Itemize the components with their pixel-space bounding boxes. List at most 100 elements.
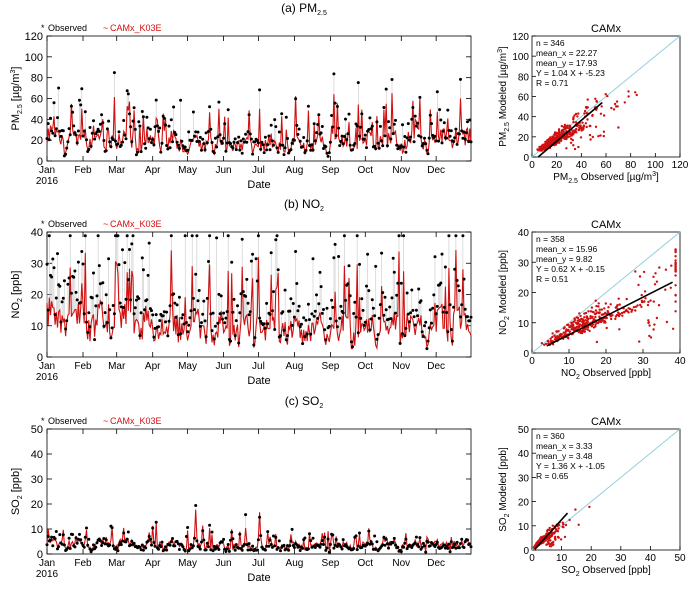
observed-point bbox=[78, 98, 81, 102]
observed-point bbox=[301, 342, 305, 346]
observed-point bbox=[72, 275, 76, 279]
observed-point bbox=[394, 311, 397, 315]
observed-point bbox=[401, 332, 404, 336]
scatter-point bbox=[568, 325, 571, 329]
scatter-point bbox=[554, 133, 557, 136]
observed-point bbox=[376, 141, 380, 145]
observed-point bbox=[455, 278, 459, 282]
observed-point bbox=[384, 308, 388, 312]
y-tick-label: 20 bbox=[31, 290, 43, 302]
scatter-point bbox=[583, 330, 586, 333]
observed-point bbox=[346, 282, 350, 286]
x-axis-title: Date bbox=[247, 572, 270, 584]
observed-point bbox=[258, 515, 262, 519]
observed-point bbox=[198, 547, 202, 551]
observed-point bbox=[82, 312, 86, 316]
observed-point bbox=[337, 126, 341, 130]
observed-point bbox=[210, 141, 214, 144]
observed-point bbox=[381, 291, 385, 295]
observed-point bbox=[389, 317, 393, 321]
y-tick-label: 80 bbox=[31, 73, 43, 85]
scatter-point bbox=[604, 311, 607, 315]
observed-point bbox=[461, 136, 465, 140]
observed-point bbox=[334, 538, 338, 541]
observed-point bbox=[184, 321, 188, 324]
scatter-point bbox=[563, 333, 566, 337]
scatter-point bbox=[648, 334, 651, 338]
observed-point bbox=[126, 278, 130, 282]
observed-point bbox=[417, 545, 421, 549]
observed-point bbox=[326, 537, 330, 541]
scatter-point bbox=[590, 316, 594, 319]
observed-point bbox=[410, 117, 414, 121]
scatter-point bbox=[604, 316, 607, 320]
scatter-point bbox=[646, 303, 650, 307]
scatter-point bbox=[583, 316, 586, 319]
scatter-point bbox=[594, 299, 597, 302]
observed-point bbox=[291, 302, 295, 305]
observed-point bbox=[215, 145, 219, 149]
observed-point bbox=[94, 304, 98, 308]
observed-point bbox=[453, 542, 457, 546]
observed-point bbox=[468, 319, 472, 323]
observed-point bbox=[441, 310, 445, 314]
observed-point bbox=[266, 322, 270, 326]
observed-point bbox=[233, 548, 237, 552]
observed-point bbox=[82, 129, 86, 133]
observed-point bbox=[274, 125, 278, 129]
observed-point bbox=[347, 264, 351, 268]
observed-point bbox=[282, 153, 286, 157]
observed-point bbox=[332, 256, 336, 260]
x-tick-label: Apr bbox=[145, 361, 161, 372]
observed-point bbox=[145, 115, 149, 119]
scatter-point bbox=[551, 141, 554, 144]
observed-point bbox=[76, 260, 80, 264]
observed-point bbox=[335, 545, 339, 548]
scatter-point bbox=[674, 300, 677, 303]
observed-point bbox=[313, 139, 317, 143]
scatter-point bbox=[605, 326, 608, 330]
scatter-point bbox=[616, 304, 619, 307]
observed-point bbox=[188, 547, 192, 551]
observed-point bbox=[289, 297, 293, 301]
observed-point bbox=[466, 120, 469, 124]
observed-point bbox=[296, 309, 300, 313]
observed-point bbox=[205, 141, 209, 145]
observed-point bbox=[79, 103, 83, 107]
observed-point bbox=[204, 335, 208, 339]
observed-point bbox=[174, 133, 178, 137]
observed-point bbox=[58, 129, 62, 133]
observed-point bbox=[269, 543, 273, 546]
scatter-point bbox=[547, 536, 550, 539]
observed-point bbox=[204, 131, 208, 135]
scatter-point bbox=[578, 320, 582, 323]
observed-point bbox=[309, 539, 313, 543]
observed-point bbox=[68, 234, 72, 238]
observed-point bbox=[222, 136, 226, 140]
scatter-point bbox=[576, 115, 579, 118]
observed-point bbox=[313, 309, 317, 313]
observed-point bbox=[391, 541, 395, 545]
observed-point bbox=[140, 543, 144, 547]
observed-point bbox=[312, 122, 316, 126]
y-tick-label: 120 bbox=[512, 32, 529, 43]
observed-point bbox=[160, 540, 164, 544]
scatter-point bbox=[599, 112, 603, 116]
scatter-point bbox=[594, 315, 597, 319]
observed-point bbox=[208, 523, 212, 527]
observed-point bbox=[97, 129, 101, 133]
observed-point bbox=[304, 148, 308, 152]
observed-point bbox=[455, 540, 459, 544]
observed-point bbox=[326, 154, 330, 158]
observed-point bbox=[377, 316, 381, 320]
observed-point bbox=[233, 334, 237, 338]
scatter-point bbox=[563, 131, 566, 134]
scatter-point bbox=[586, 326, 590, 329]
observed-point bbox=[100, 113, 104, 117]
observed-point bbox=[195, 140, 199, 143]
observed-point bbox=[310, 143, 314, 147]
observed-point bbox=[80, 87, 84, 91]
x-tick-label: 20 bbox=[551, 160, 563, 171]
observed-point bbox=[200, 321, 203, 325]
observed-point bbox=[154, 520, 158, 524]
